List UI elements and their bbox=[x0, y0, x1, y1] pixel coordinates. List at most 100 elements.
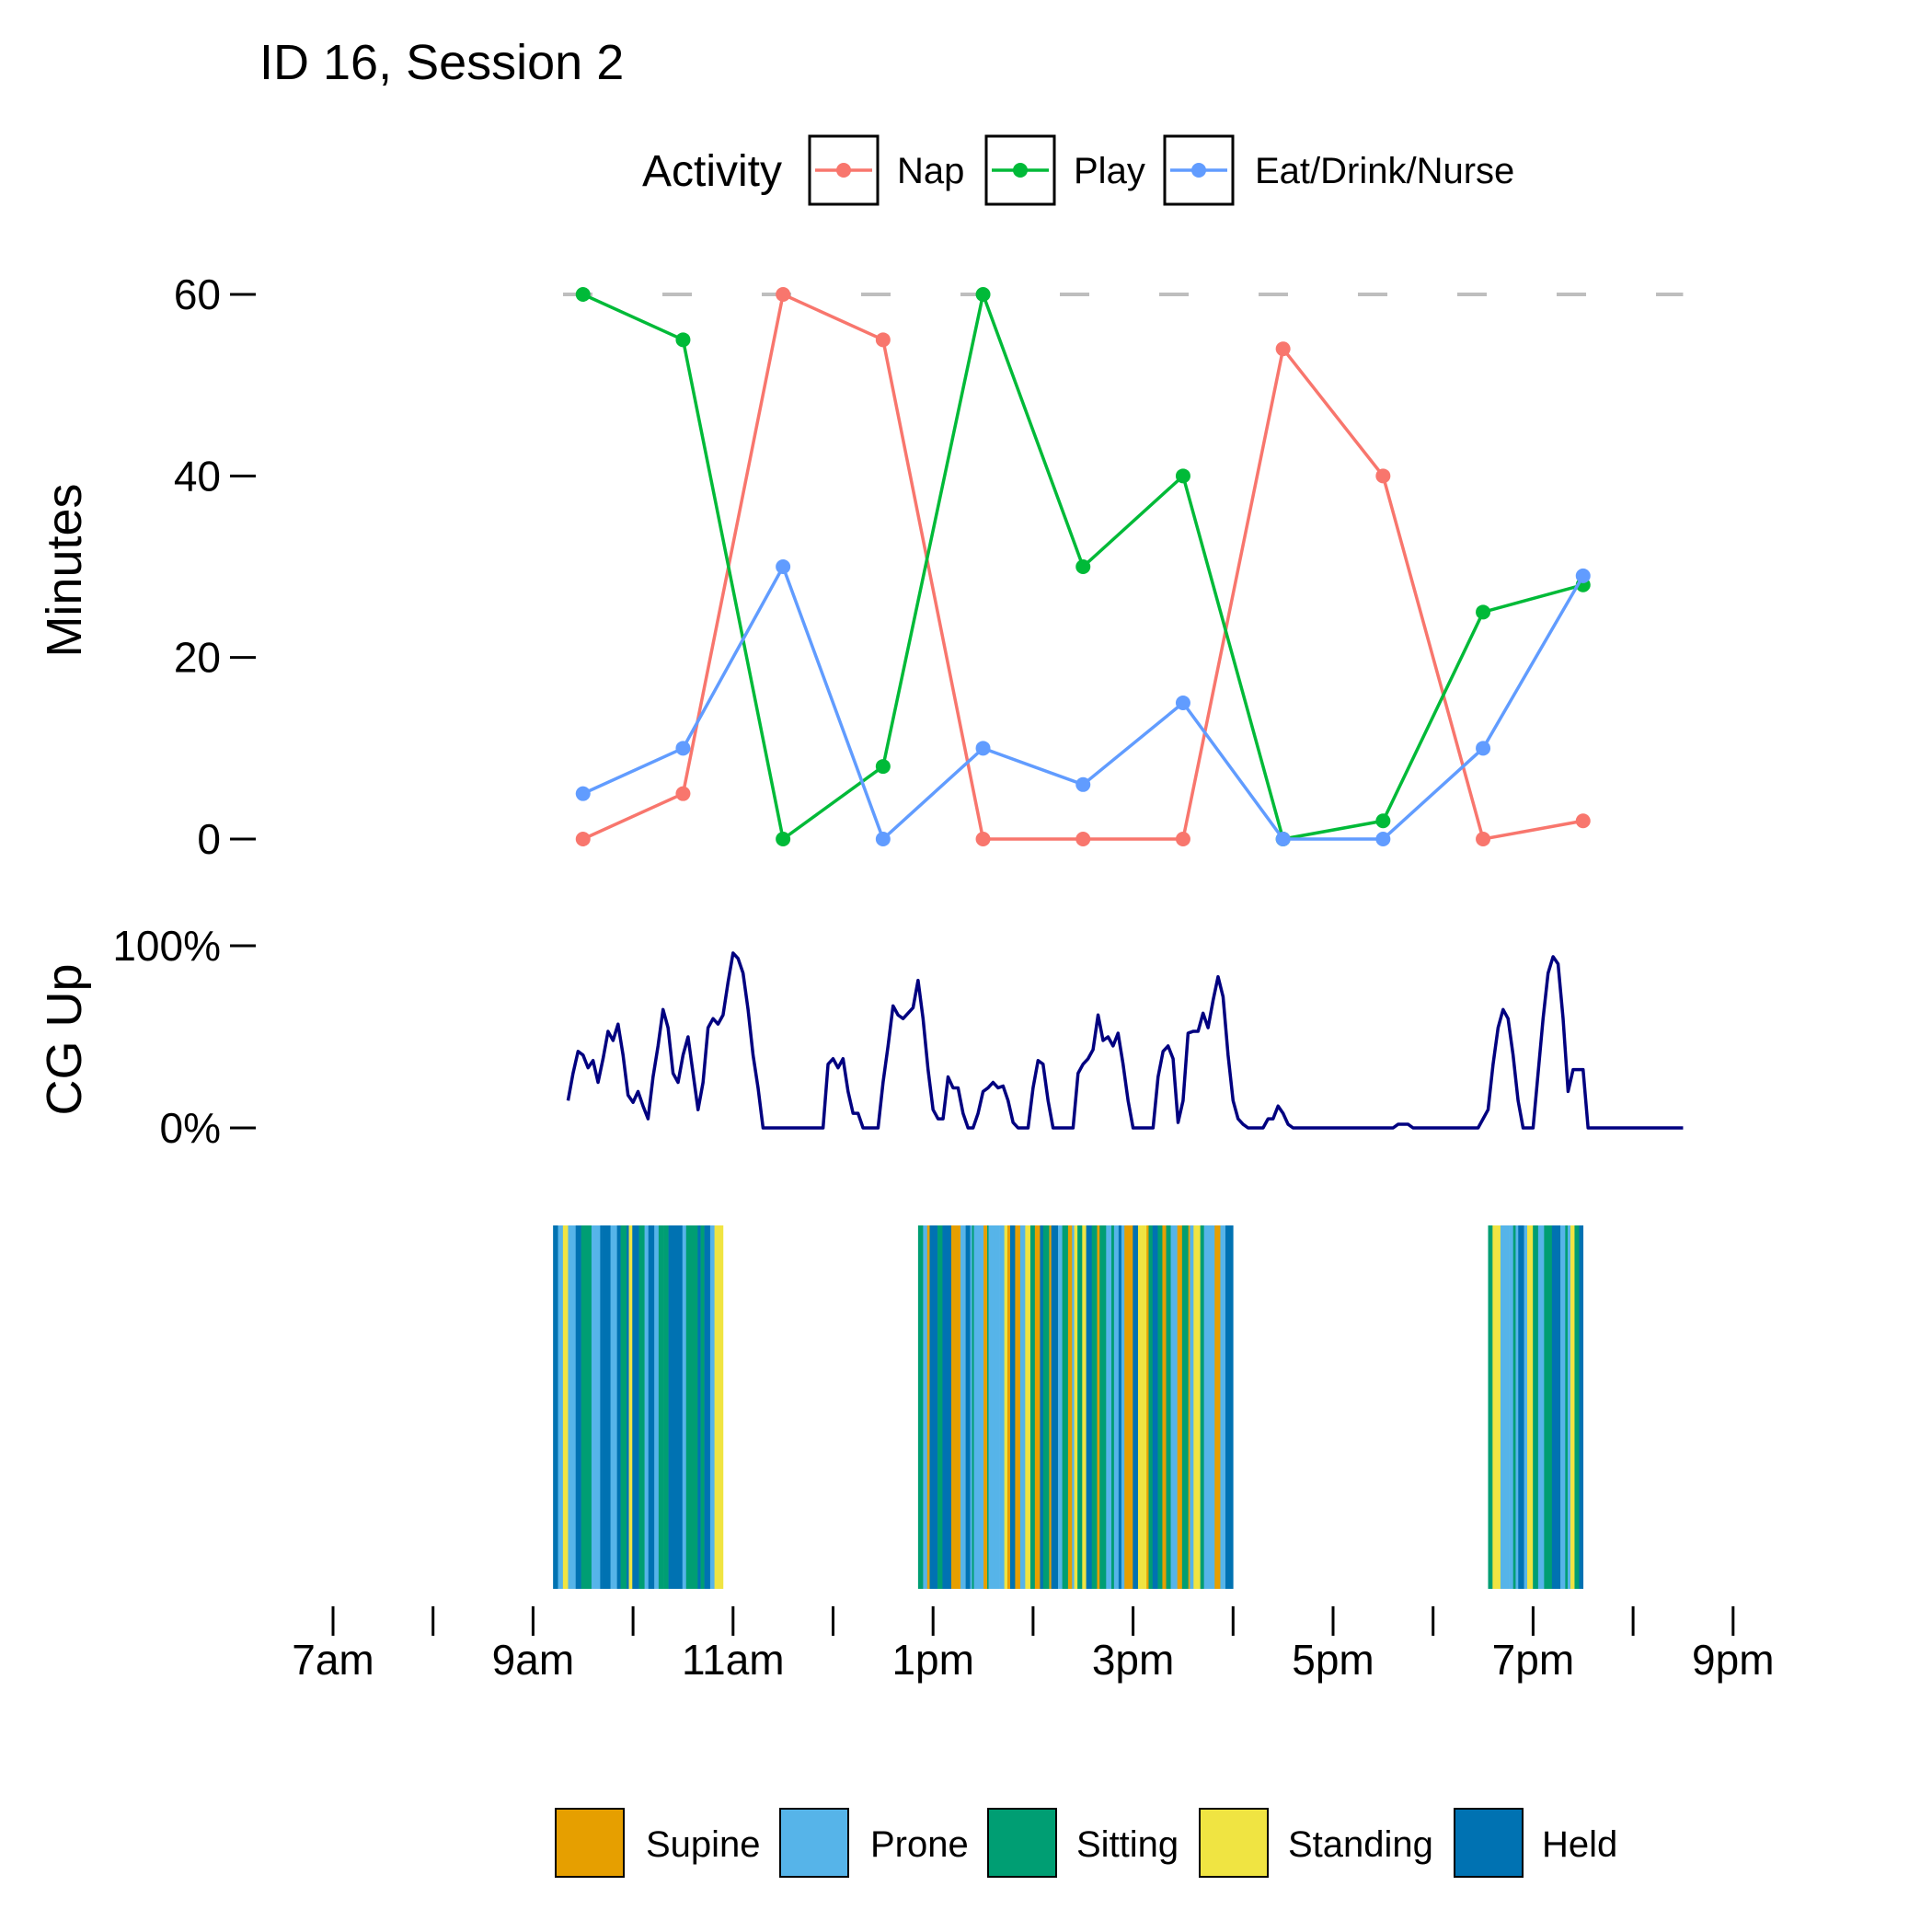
posture-stripe-supine bbox=[1015, 1225, 1021, 1589]
cg-tick-label: 0% bbox=[160, 1104, 221, 1152]
series-line-eat-drink-nurse bbox=[582, 562, 1585, 843]
posture-stripe-standing bbox=[1193, 1225, 1201, 1589]
cg-tick-label: 100% bbox=[112, 922, 221, 970]
posture-stripe-prone bbox=[1209, 1225, 1215, 1589]
x-tick-label: 7pm bbox=[1492, 1636, 1574, 1684]
posture-stripe-held bbox=[627, 1225, 629, 1589]
posture-stripe-prone bbox=[558, 1225, 564, 1589]
posture-stripe-prone bbox=[1019, 1225, 1026, 1589]
posture-stripe-prone bbox=[1206, 1225, 1210, 1589]
data-point-eat-drink-nurse bbox=[1476, 741, 1491, 756]
posture-stripe-held bbox=[1554, 1225, 1559, 1589]
legend-swatch-supine bbox=[555, 1808, 625, 1878]
posture-stripe-held bbox=[1225, 1225, 1229, 1589]
posture-stripe-prone bbox=[593, 1225, 601, 1589]
data-point-play bbox=[1375, 813, 1391, 829]
cg-up-line bbox=[566, 951, 1684, 1130]
posture-stripe-sitting bbox=[586, 1225, 592, 1589]
posture-stripe-sitting bbox=[937, 1225, 943, 1589]
posture-stripe-sitting bbox=[620, 1225, 627, 1589]
cg-up-axis: 0% 100% bbox=[112, 922, 256, 1152]
minutes-axis-title: Minutes bbox=[37, 483, 92, 657]
data-point-play bbox=[1476, 604, 1491, 620]
x-tick-label: 9am bbox=[492, 1636, 574, 1684]
posture-stripe-supine bbox=[1127, 1225, 1133, 1589]
data-point-play bbox=[1075, 559, 1091, 574]
posture-stripe-held bbox=[1051, 1225, 1059, 1589]
legend-key-point bbox=[836, 163, 851, 178]
posture-stripe-sitting bbox=[1181, 1225, 1189, 1589]
posture-stripe-prone bbox=[709, 1225, 715, 1589]
posture-stripe-sitting bbox=[700, 1225, 705, 1589]
posture-stripe-sitting bbox=[1549, 1225, 1553, 1589]
minutes-tick-label: 20 bbox=[174, 634, 221, 682]
posture-stripe-supine bbox=[958, 1225, 961, 1589]
posture-stripe-standing bbox=[719, 1225, 721, 1589]
x-tick-label: 9pm bbox=[1692, 1636, 1774, 1684]
data-point-nap bbox=[975, 832, 991, 846]
legend-label-play: Play bbox=[1074, 151, 1145, 191]
posture-stripe-held bbox=[673, 1225, 680, 1589]
posture-stripe-prone bbox=[1509, 1225, 1514, 1589]
data-point-eat-drink-nurse bbox=[875, 832, 891, 846]
posture-stripe-supine bbox=[926, 1225, 930, 1589]
data-point-eat-drink-nurse bbox=[575, 786, 591, 801]
posture-stripe-prone bbox=[1220, 1225, 1226, 1589]
data-point-eat-drink-nurse bbox=[1575, 568, 1591, 583]
posture-stripe-prone bbox=[1503, 1225, 1510, 1589]
x-tick-label: 5pm bbox=[1292, 1636, 1374, 1684]
data-point-nap bbox=[1375, 468, 1391, 484]
data-point-nap bbox=[575, 832, 591, 846]
posture-stripe-standing bbox=[1004, 1225, 1008, 1589]
data-point-eat-drink-nurse bbox=[1275, 832, 1291, 846]
posture-stripe-prone bbox=[644, 1225, 650, 1589]
posture-stripe-sitting bbox=[1200, 1225, 1204, 1589]
posture-stripe-held bbox=[1152, 1225, 1158, 1589]
legend-label-eat-drink-nurse: Eat/Drink/Nurse bbox=[1255, 151, 1514, 191]
cg-up-axis-title: CG Up bbox=[37, 963, 92, 1115]
data-point-eat-drink-nurse bbox=[675, 741, 691, 756]
posture-stripe-prone bbox=[1108, 1225, 1112, 1589]
posture-stripe-held bbox=[575, 1225, 581, 1589]
posture-stripe-prone bbox=[1190, 1225, 1194, 1589]
posture-stripe-sitting bbox=[1148, 1225, 1154, 1589]
posture-stripe-held bbox=[648, 1225, 655, 1589]
posture-stripe-held bbox=[965, 1225, 971, 1589]
legend-swatch-held bbox=[1454, 1808, 1524, 1878]
posture-stripe-held bbox=[942, 1225, 949, 1589]
posture-stripe-sitting bbox=[1565, 1225, 1569, 1589]
posture-stripe-held bbox=[678, 1225, 684, 1589]
posture-stripe-supine bbox=[1162, 1225, 1167, 1589]
posture-stripe-held bbox=[1551, 1225, 1556, 1589]
posture-stripe-supine bbox=[1188, 1225, 1190, 1589]
legend-label-held: Held bbox=[1542, 1824, 1617, 1865]
posture-stripe-held bbox=[1010, 1225, 1016, 1589]
activity-series bbox=[575, 287, 1591, 846]
posture-stripe-standing bbox=[1527, 1225, 1534, 1589]
data-point-nap bbox=[1476, 832, 1491, 846]
data-point-play bbox=[1175, 468, 1190, 484]
data-point-nap bbox=[875, 332, 891, 348]
legend-key-point bbox=[1191, 163, 1206, 178]
minutes-axis: 0 20 40 60 bbox=[174, 270, 256, 863]
posture-stripe-held bbox=[929, 1225, 937, 1589]
posture-stripe-supine bbox=[1146, 1225, 1149, 1589]
posture-stripe-supine bbox=[1097, 1225, 1100, 1589]
posture-stripe-sitting bbox=[692, 1225, 698, 1589]
posture-stripe-prone bbox=[1121, 1225, 1125, 1589]
chart-title: ID 16, Session 2 bbox=[259, 35, 624, 90]
posture-stripe-sitting bbox=[658, 1225, 664, 1589]
posture-stripe-prone bbox=[1537, 1225, 1545, 1589]
data-point-nap bbox=[776, 287, 791, 302]
data-point-play bbox=[575, 287, 591, 302]
posture-stripe-prone bbox=[1567, 1225, 1571, 1589]
posture-stripe-supine bbox=[1006, 1225, 1011, 1589]
data-point-nap bbox=[1275, 341, 1291, 357]
posture-stripe-standing bbox=[1084, 1225, 1087, 1589]
legend-key-point bbox=[1013, 163, 1028, 178]
posture-stripe-sitting bbox=[1062, 1225, 1069, 1589]
posture-stripe-prone bbox=[569, 1225, 577, 1589]
posture-stripe-prone bbox=[923, 1225, 928, 1589]
posture-stripe-standing bbox=[1141, 1225, 1147, 1589]
